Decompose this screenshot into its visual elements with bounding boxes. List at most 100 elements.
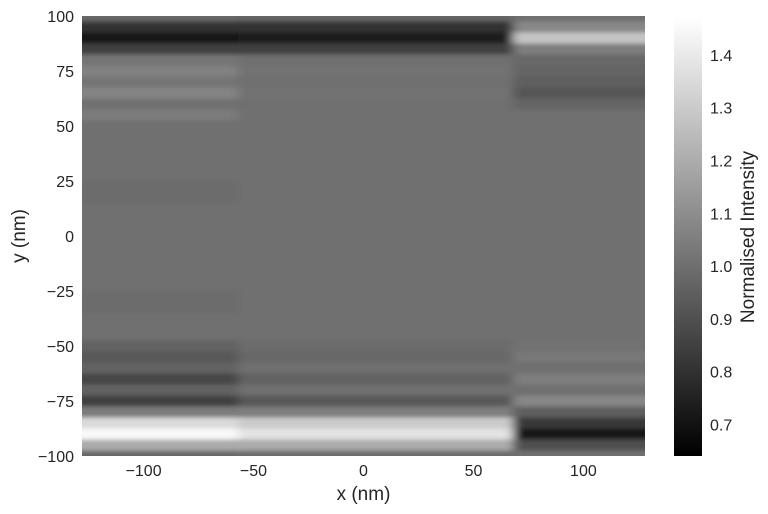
heatmap-cell (513, 395, 645, 408)
heatmap-cell (82, 142, 239, 160)
heatmap-cell (238, 225, 514, 248)
heatmap-cell (238, 247, 514, 270)
heatmap-cell (513, 450, 645, 456)
heatmap-cell (513, 76, 645, 89)
heatmap-cell (238, 76, 514, 89)
heatmap-cell (513, 203, 645, 226)
heatmap-cell (238, 395, 514, 408)
y-axis-label: y (nm) (9, 209, 30, 263)
heatmap-cell (82, 351, 239, 364)
plot-area (82, 16, 645, 456)
heatmap-cell (82, 225, 239, 248)
heatmap-cell (82, 362, 239, 375)
heatmap-cell (513, 291, 645, 314)
y-tick-label: 75 (56, 64, 74, 81)
colorbar-tick-label: 0.8 (710, 365, 732, 382)
heatmap-cell (238, 98, 514, 111)
heatmap-cell (82, 329, 239, 342)
heatmap-cell (513, 247, 645, 270)
heatmap-cell (238, 417, 514, 430)
heatmap-cell (513, 16, 645, 23)
x-tick-label: 0 (359, 463, 368, 480)
heatmap-cell (513, 428, 645, 441)
colorbar-tick-label: 0.7 (710, 417, 732, 434)
heatmap-cell (238, 65, 514, 78)
y-axis-ticks: 100 75 50 25 0 −25 −50 −75 −100 (38, 9, 74, 466)
heatmap-cell (238, 313, 514, 331)
heatmap-cell (82, 16, 239, 23)
heatmap-cell (513, 181, 645, 204)
y-tick-label: −50 (47, 339, 74, 356)
y-tick-label: −75 (47, 394, 74, 411)
y-tick-label: 50 (56, 119, 74, 136)
x-axis-ticks: −100 −50 0 50 100 (126, 463, 597, 480)
heatmap-cell (513, 43, 645, 56)
heatmap-cell (513, 329, 645, 342)
colorbar-tick-label: 0.9 (710, 312, 732, 329)
heatmap-cell (82, 21, 239, 34)
heatmap-cell (82, 131, 239, 144)
x-tick-label: 50 (465, 463, 483, 480)
colorbar-tick-label: 1.4 (710, 48, 732, 65)
heatmap-cell (238, 428, 514, 441)
heatmap-cell (238, 373, 514, 386)
heatmap-cell (82, 159, 239, 182)
heatmap-cell (513, 384, 645, 397)
colorbar-tick-label: 1.0 (710, 259, 732, 276)
heatmap-cell (82, 98, 239, 111)
heatmap-cell (238, 406, 514, 419)
heatmap-cell (238, 340, 514, 353)
heatmap-cells (82, 16, 645, 456)
heatmap-cell (513, 65, 645, 78)
colorbar: 1.4 1.3 1.2 1.1 1.0 0.9 0.8 0.7 Normalised Inte… (674, 18, 759, 456)
heatmap-cell (513, 225, 645, 248)
heatmap-cell (513, 417, 645, 430)
colorbar-tick-label: 1.1 (710, 206, 732, 223)
heatmap-cell (238, 109, 514, 122)
heatmap-cell (82, 43, 239, 56)
heatmap-cell (238, 43, 514, 56)
heatmap-cell (82, 87, 239, 100)
colorbar-tick-label: 1.2 (710, 154, 732, 171)
heatmap-cell (82, 203, 239, 226)
x-tick-label: −100 (126, 463, 162, 480)
heatmap-cell (238, 450, 514, 456)
heatmap-cell (238, 142, 514, 160)
heatmap-cell (82, 65, 239, 78)
colorbar-gradient (674, 18, 702, 456)
heatmap-cell (238, 54, 514, 67)
heatmap-cell (82, 384, 239, 397)
heatmap-cell (513, 159, 645, 182)
heatmap-cell (238, 21, 514, 34)
y-tick-label: −100 (38, 449, 74, 466)
heatmap-cell (513, 142, 645, 160)
colorbar-ticks: 1.4 1.3 1.2 1.1 1.0 0.9 0.8 0.7 (710, 48, 732, 434)
y-tick-label: 100 (47, 9, 74, 26)
heatmap-cell (82, 373, 239, 386)
heatmap-cell (513, 406, 645, 419)
heatmap-cell (82, 269, 239, 292)
heatmap-cell (82, 417, 239, 430)
x-tick-label: 100 (570, 463, 597, 480)
heatmap-cell (82, 428, 239, 441)
y-tick-label: −25 (47, 284, 74, 301)
y-tick-label: 0 (65, 229, 74, 246)
heatmap-cell (82, 340, 239, 353)
heatmap-cell (82, 313, 239, 331)
heatmap-cell (238, 16, 514, 23)
heatmap-cell (513, 340, 645, 353)
heatmap-cell (82, 291, 239, 314)
heatmap-cell (513, 131, 645, 144)
heatmap-cell (82, 181, 239, 204)
heatmap-cell (238, 351, 514, 364)
heatmap-cell (238, 32, 514, 45)
heatmap-cell (82, 395, 239, 408)
heatmap-cell (82, 120, 239, 133)
heatmap-cell (238, 159, 514, 182)
heatmap-cell (513, 54, 645, 67)
heatmap-cell (238, 87, 514, 100)
y-tick-label: 25 (56, 174, 74, 191)
heatmap-cell (513, 98, 645, 111)
heatmap-cell (82, 76, 239, 89)
heatmap-cell (238, 120, 514, 133)
